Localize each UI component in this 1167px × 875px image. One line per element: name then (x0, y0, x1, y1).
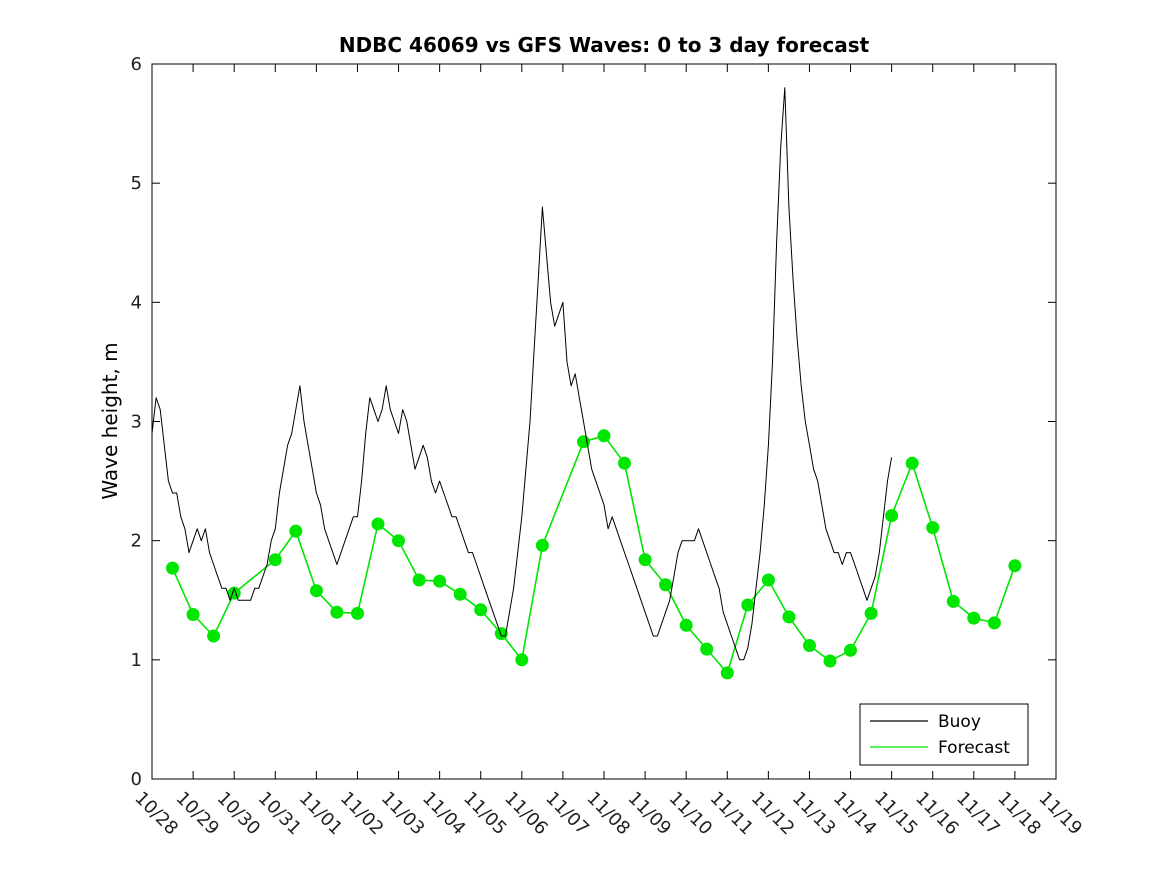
forecast-line (171, 434, 1016, 674)
forecast-point-1 (186, 608, 200, 621)
forecast-point-10 (392, 534, 405, 548)
forecast-point-11 (412, 573, 426, 587)
forecast-point-32 (864, 606, 878, 620)
forecast-point-27 (761, 573, 775, 587)
forecast-point-2 (207, 629, 221, 643)
buoy-line (151, 87, 893, 661)
forecast-point-22 (659, 578, 673, 592)
forecast-point-15 (494, 627, 508, 641)
legend-forecast-label: Forecast (938, 738, 1010, 758)
y-tick-label-1: 1 (131, 650, 142, 671)
forecast-point-19 (597, 429, 611, 443)
forecast-point-34 (905, 456, 919, 470)
forecast-point-26 (741, 598, 755, 612)
forecast-point-28 (782, 610, 796, 624)
y-tick-label-5: 5 (131, 173, 142, 194)
forecast-point-16 (515, 653, 529, 667)
forecast-point-17 (535, 538, 549, 552)
forecast-point-14 (474, 603, 488, 617)
forecast-point-0 (166, 561, 179, 575)
forecast-point-39 (1008, 559, 1022, 573)
forecast-point-12 (433, 574, 447, 588)
legend-box (859, 703, 1029, 766)
forecast-point-8 (351, 606, 364, 620)
forecast-point-25 (720, 666, 734, 680)
y-tick-label-0: 0 (131, 769, 142, 790)
y-tick-label-6: 6 (131, 54, 142, 75)
legend-buoy-label: Buoy (938, 712, 981, 732)
forecast-point-33 (885, 509, 899, 523)
forecast-point-29 (803, 639, 816, 652)
forecast-point-4 (268, 553, 282, 567)
forecast-point-31 (844, 643, 857, 657)
legend: Buoy Forecast (859, 703, 1029, 766)
y-tick-label-3: 3 (131, 412, 142, 433)
forecast-point-30 (823, 654, 837, 668)
forecast-point-7 (330, 605, 344, 619)
forecast-point-5 (289, 524, 303, 538)
forecast-point-20 (618, 456, 631, 470)
forecast-point-24 (700, 642, 714, 656)
forecast-point-21 (638, 553, 652, 567)
forecast-point-36 (946, 594, 960, 608)
y-tick-label-2: 2 (131, 531, 142, 552)
forecast-point-13 (453, 587, 467, 601)
y-axis-label: Wave height, m (98, 342, 122, 499)
forecast-point-9 (371, 517, 385, 531)
forecast-point-37 (967, 611, 981, 625)
y-tick-label-4: 4 (131, 292, 142, 313)
forecast-point-6 (309, 584, 323, 598)
chart-title: NDBC 46069 vs GFS Waves: 0 to 3 day fore… (339, 33, 870, 57)
forecast-point-38 (987, 616, 1001, 630)
forecast-point-23 (679, 618, 693, 632)
forecast-point-35 (926, 521, 940, 535)
plot-area (151, 87, 1022, 680)
